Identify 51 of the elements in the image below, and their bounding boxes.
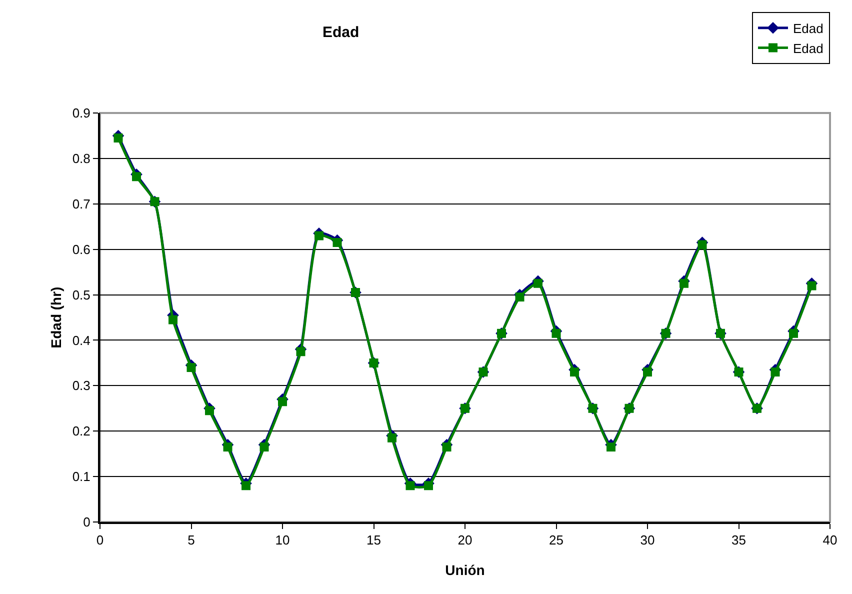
x-tick-label: 15 [366, 532, 381, 548]
chart-title: Edad [322, 24, 360, 42]
x-axis-title: Unión [445, 562, 485, 578]
point [332, 238, 342, 248]
y-axis-title: Edad (hr) [48, 286, 64, 348]
x-tick-label: 10 [275, 532, 290, 548]
legend-label: Edad [793, 20, 824, 36]
point [406, 481, 415, 490]
point [186, 362, 196, 372]
y-tick-label: 0.9 [72, 106, 90, 121]
point [223, 442, 232, 452]
point [770, 368, 780, 377]
x-tick-label: 0 [96, 532, 104, 548]
y-tick-label: 0.6 [72, 242, 90, 257]
point [205, 406, 214, 416]
x-tick-label: 30 [640, 532, 655, 548]
y-tick-label: 0.5 [72, 287, 90, 302]
point [807, 281, 816, 290]
point [552, 328, 561, 338]
x-tick-label: 25 [549, 532, 564, 548]
x-tick-label: 35 [732, 532, 746, 548]
x-tick-label: 40 [822, 532, 838, 548]
point [278, 397, 287, 406]
x-tick-label: 20 [458, 532, 472, 548]
y-tick-label: 0.4 [72, 332, 90, 348]
point [534, 278, 542, 288]
point [242, 481, 250, 490]
point [168, 315, 178, 324]
y-tick-label: 0.8 [72, 150, 90, 166]
point [515, 292, 524, 302]
point [442, 442, 452, 452]
x-tick-label: 5 [188, 532, 195, 548]
point [314, 231, 324, 240]
y-tick-label: 0.3 [72, 378, 90, 394]
point [643, 368, 652, 377]
point [698, 240, 707, 250]
point [114, 133, 123, 142]
point [606, 442, 616, 452]
legend-label: Edad [793, 40, 824, 56]
point [132, 172, 141, 182]
y-tick-label: 0.2 [72, 424, 90, 439]
point [570, 368, 579, 377]
y-tick-label: 0 [83, 514, 90, 530]
y-tick-label: 0.1 [72, 469, 90, 484]
point [388, 433, 396, 442]
point [260, 442, 269, 452]
point [424, 481, 433, 490]
y-tick-label: 0.7 [72, 196, 90, 212]
point [296, 347, 306, 356]
point [789, 328, 798, 338]
point [680, 278, 688, 288]
